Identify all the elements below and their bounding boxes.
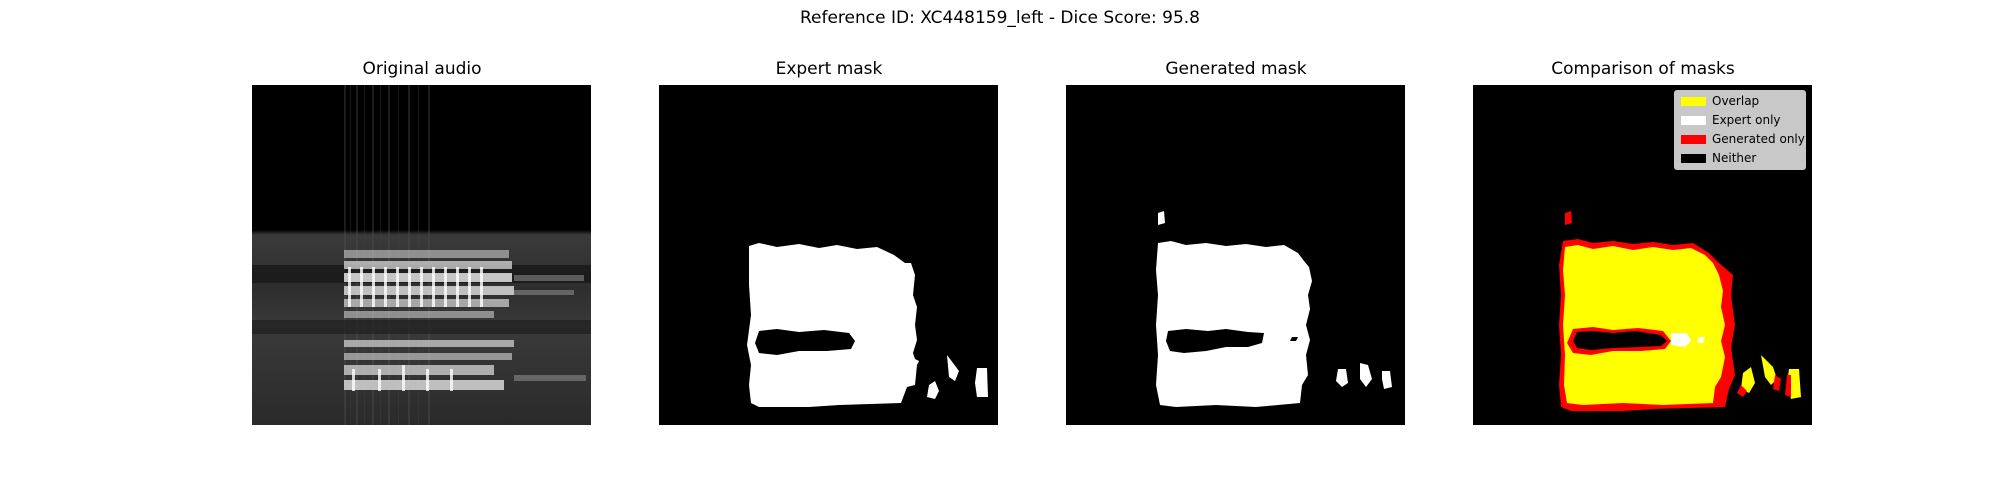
expert-mask-panel (659, 85, 998, 425)
panel-title-expert-mask: Expert mask (775, 59, 883, 79)
legend-item-expert-only: Expert only (1674, 111, 1806, 130)
generated-mask-image (1066, 85, 1405, 425)
spectrogram-image (252, 85, 591, 425)
legend-label: Generated only (1712, 132, 1805, 146)
legend-swatch-neither (1681, 154, 1706, 163)
panel-title-comparison: Comparison of masks (1551, 59, 1735, 79)
expert-mask-image (659, 85, 998, 425)
legend-label: Overlap (1712, 94, 1760, 108)
legend: Overlap Expert only Generated only Neith… (1674, 90, 1806, 170)
legend-item-generated-only: Generated only (1674, 130, 1806, 149)
legend-swatch-overlap (1681, 97, 1706, 106)
legend-label: Expert only (1712, 113, 1781, 127)
legend-swatch-generated-only (1681, 135, 1706, 144)
comparison-image (1473, 85, 1812, 425)
legend-item-neither: Neither (1674, 149, 1806, 168)
legend-label: Neither (1712, 151, 1757, 165)
comparison-panel: Overlap Expert only Generated only Neith… (1473, 85, 1812, 425)
figure-title: Reference ID: XC448159_left - Dice Score… (799, 8, 1200, 28)
panel-title-generated-mask: Generated mask (1165, 59, 1307, 79)
legend-item-overlap: Overlap (1674, 92, 1806, 111)
legend-swatch-expert-only (1681, 116, 1706, 125)
panel-title-original-audio: Original audio (362, 59, 482, 79)
spectrogram-panel (252, 85, 591, 425)
generated-mask-panel (1066, 85, 1405, 425)
